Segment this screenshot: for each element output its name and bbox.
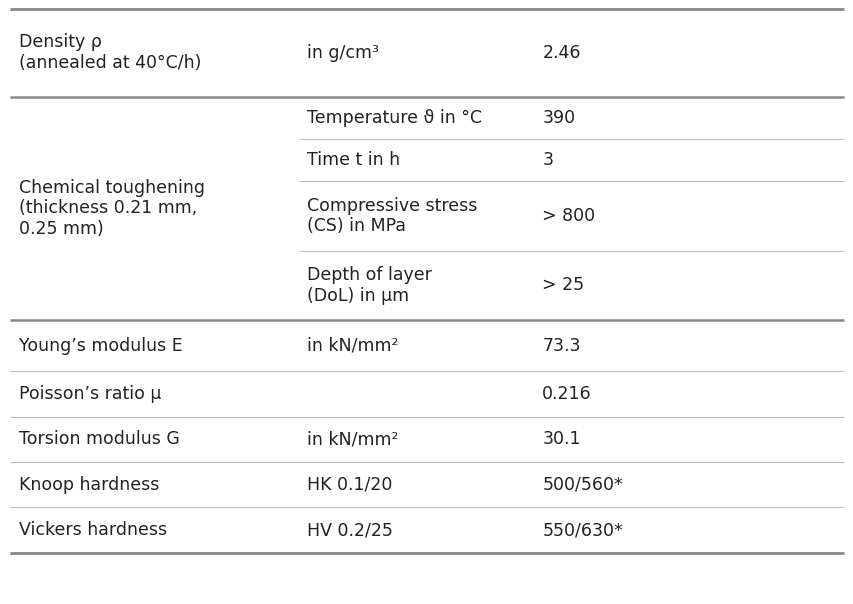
Text: HV 0.2/25: HV 0.2/25 [307, 521, 393, 539]
Text: Vickers hardness: Vickers hardness [19, 521, 166, 539]
Text: Chemical toughening
(thickness 0.21 mm,
0.25 mm): Chemical toughening (thickness 0.21 mm, … [19, 179, 205, 238]
Text: 3: 3 [542, 151, 553, 169]
Text: 0.216: 0.216 [542, 385, 591, 403]
Text: HK 0.1/20: HK 0.1/20 [307, 476, 392, 493]
Text: 73.3: 73.3 [542, 337, 580, 355]
Text: Time t in h: Time t in h [307, 151, 400, 169]
Text: > 25: > 25 [542, 277, 583, 294]
Text: Density ρ
(annealed at 40°C/h): Density ρ (annealed at 40°C/h) [19, 33, 201, 72]
Text: Young’s modulus E: Young’s modulus E [19, 337, 183, 355]
Text: > 800: > 800 [542, 207, 595, 225]
Text: Compressive stress
(CS) in MPa: Compressive stress (CS) in MPa [307, 196, 478, 236]
Text: Knoop hardness: Knoop hardness [19, 476, 159, 493]
Text: Depth of layer
(DoL) in μm: Depth of layer (DoL) in μm [307, 266, 432, 305]
Text: 2.46: 2.46 [542, 44, 580, 62]
Text: in kN/mm²: in kN/mm² [307, 337, 398, 355]
Text: in g/cm³: in g/cm³ [307, 44, 379, 62]
Text: 390: 390 [542, 109, 575, 127]
Text: 30.1: 30.1 [542, 431, 580, 448]
Text: 500/560*: 500/560* [542, 476, 623, 493]
Text: Torsion modulus G: Torsion modulus G [19, 431, 179, 448]
Text: in kN/mm²: in kN/mm² [307, 431, 398, 448]
Text: Temperature ϑ in °C: Temperature ϑ in °C [307, 109, 482, 127]
Text: 550/630*: 550/630* [542, 521, 623, 539]
Text: Poisson’s ratio μ: Poisson’s ratio μ [19, 385, 161, 403]
